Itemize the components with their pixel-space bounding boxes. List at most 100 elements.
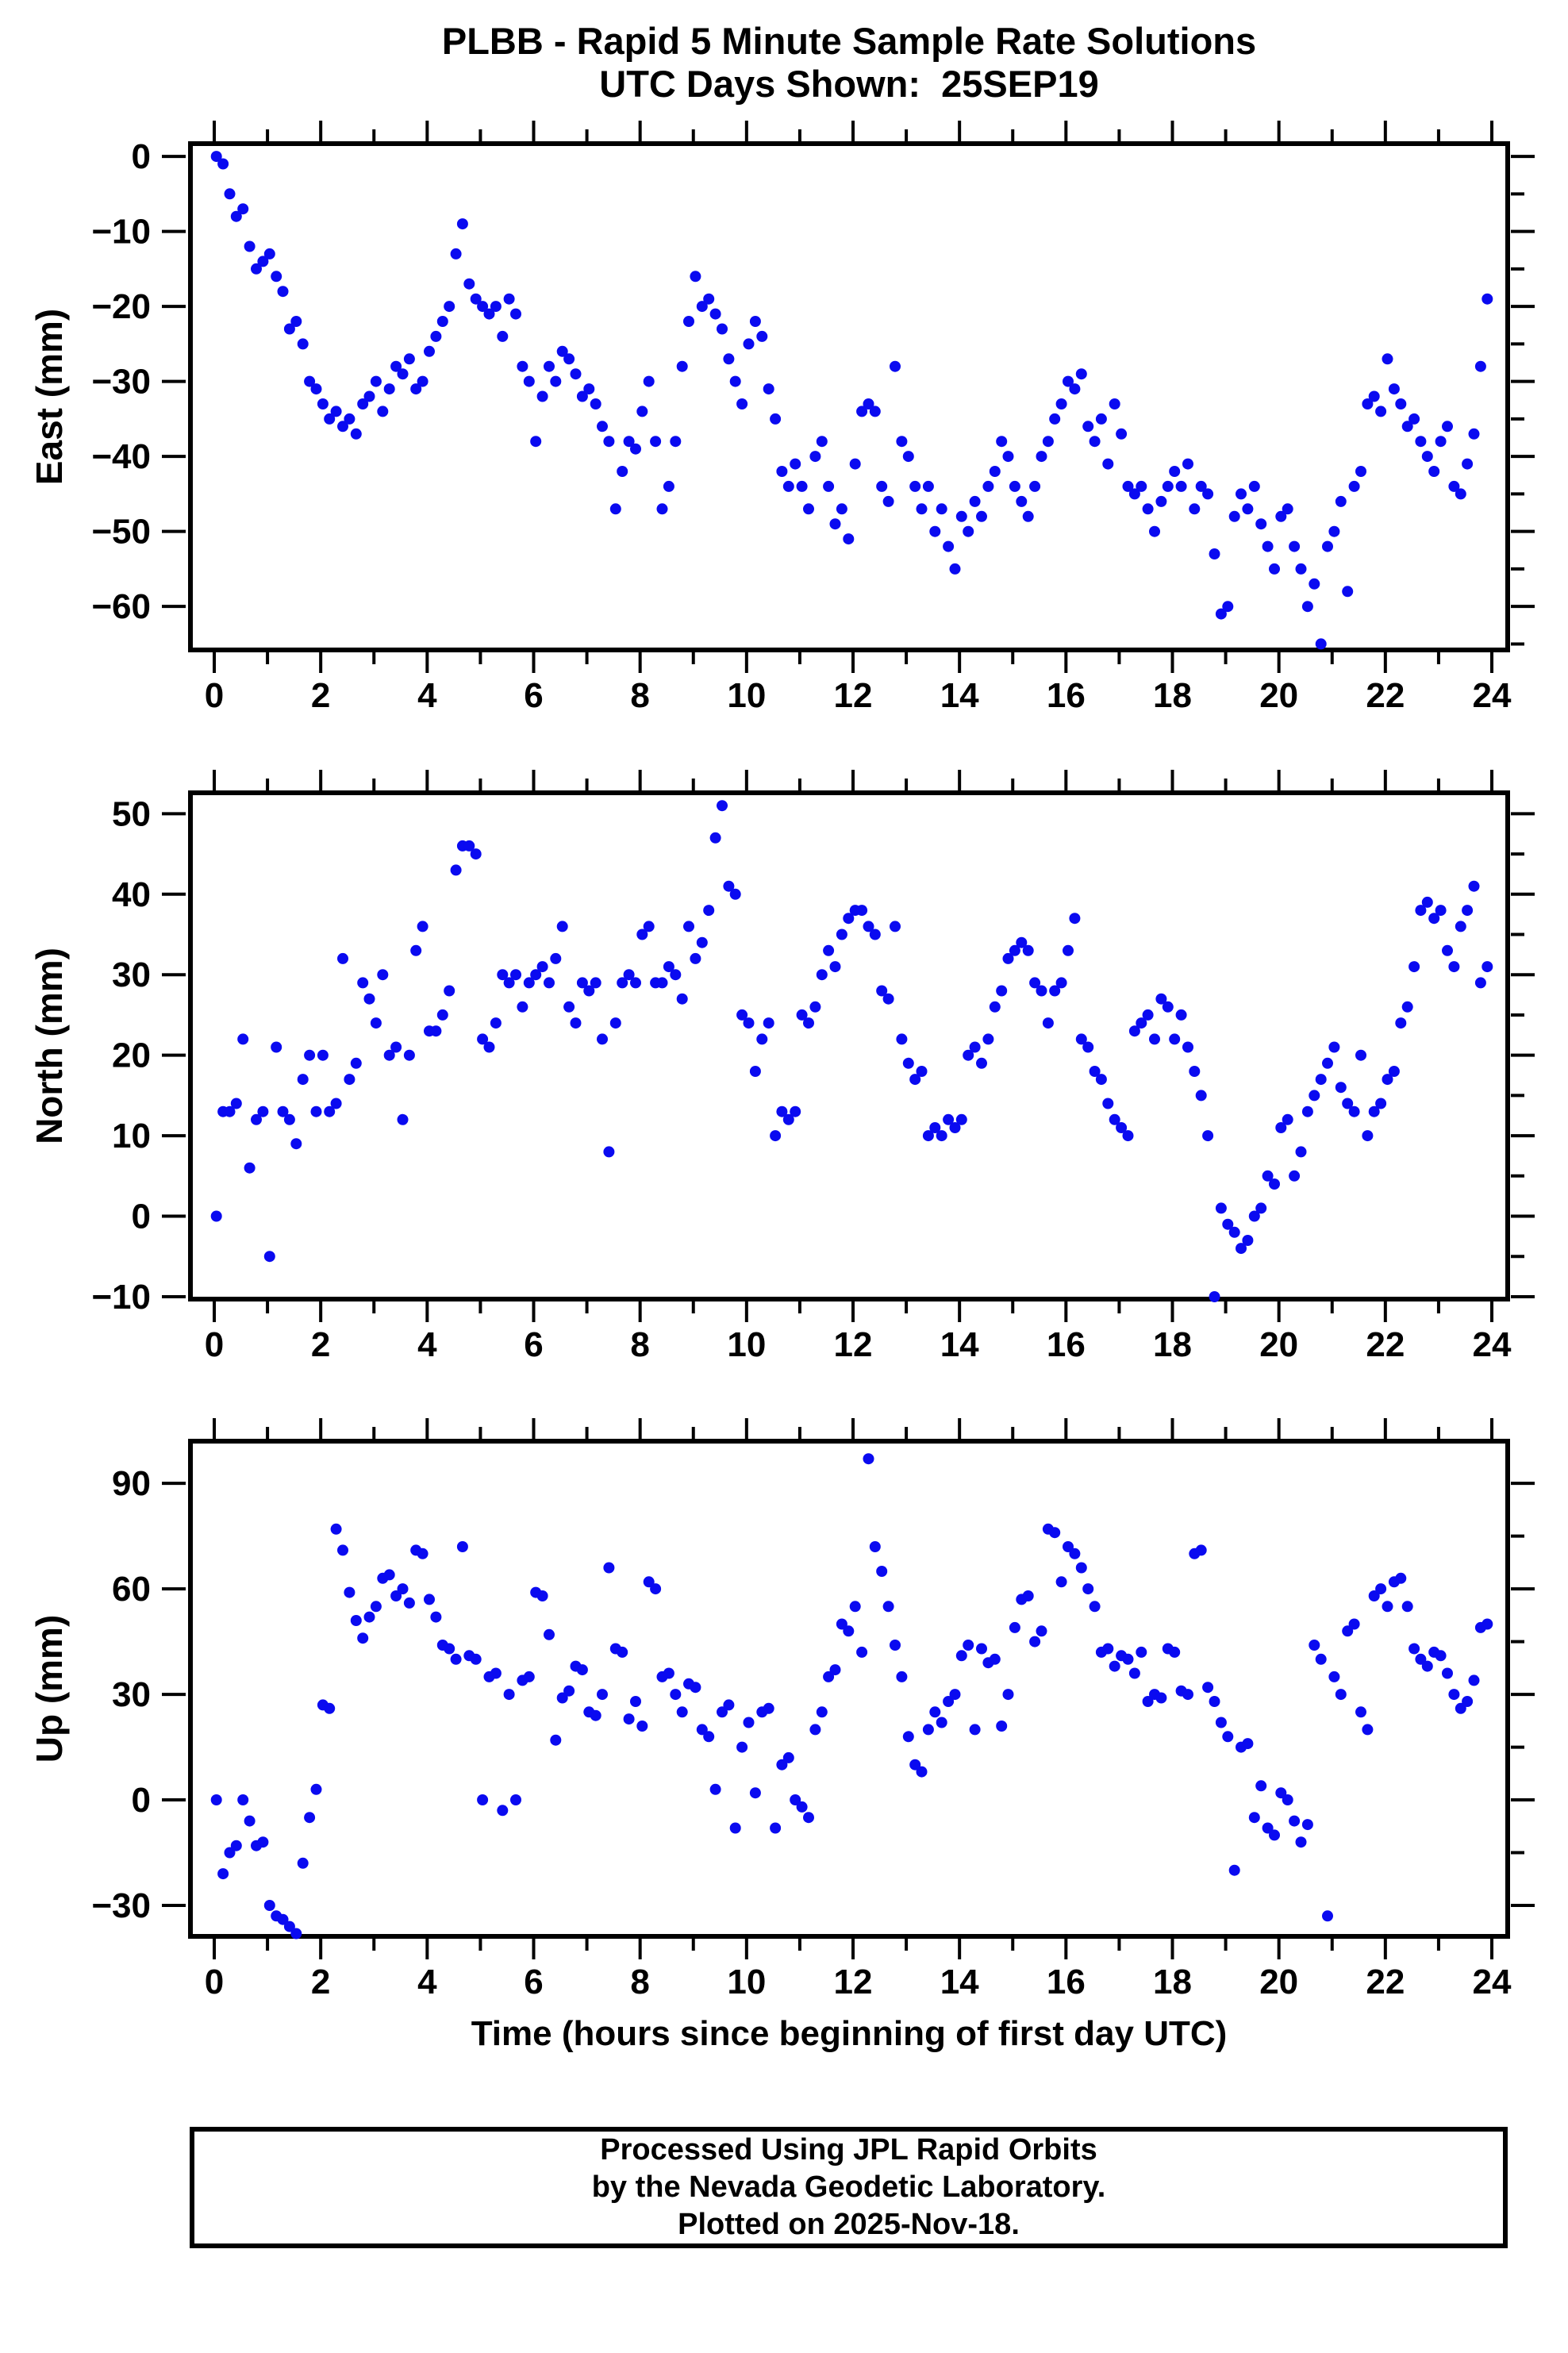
data-point — [717, 800, 728, 812]
data-point — [224, 1847, 236, 1859]
data-point — [683, 921, 694, 932]
data-point — [257, 1836, 269, 1848]
data-point — [1128, 1025, 1140, 1037]
data-point — [1248, 1812, 1260, 1824]
data-point — [1209, 1291, 1220, 1302]
data-point — [955, 510, 967, 522]
data-point — [623, 436, 635, 448]
data-point — [490, 1017, 502, 1029]
data-point — [244, 1815, 256, 1827]
data-point — [1482, 961, 1493, 973]
page-subtitle: UTC Days Shown: 25SEP19 — [599, 63, 1099, 105]
data-point — [896, 1671, 908, 1682]
data-point — [996, 1721, 1008, 1732]
data-point — [1209, 1696, 1220, 1707]
data-point — [237, 1794, 249, 1805]
data-point — [1409, 961, 1420, 973]
data-point — [623, 1713, 635, 1725]
panel-north: 0 2 4 6 8 10 12 14 16 18 20 22 2450403020100−10North… — [29, 770, 1535, 1364]
data-point — [410, 944, 422, 956]
data-point — [1328, 1041, 1340, 1053]
data-point — [1215, 1202, 1227, 1214]
data-point — [430, 1025, 442, 1037]
x-tick-label: 10 — [727, 676, 766, 715]
data-point — [1109, 1660, 1120, 1672]
x-tick-label: 22 — [1366, 1963, 1405, 2001]
data-point — [949, 1689, 961, 1701]
data-point — [703, 1731, 715, 1743]
data-point — [390, 1041, 402, 1053]
data-point — [1109, 1113, 1120, 1125]
data-point — [1455, 1702, 1466, 1714]
data-point — [1055, 977, 1067, 989]
data-point — [590, 398, 601, 409]
data-point — [1375, 1098, 1387, 1109]
data-point — [902, 451, 914, 463]
data-point — [1262, 1170, 1274, 1182]
x-tick-label: 22 — [1366, 1325, 1405, 1364]
data-point — [237, 203, 249, 215]
data-point — [943, 1113, 955, 1125]
data-point — [1401, 1601, 1413, 1613]
data-point — [816, 1706, 828, 1718]
data-point — [304, 1049, 316, 1061]
data-point — [1069, 1548, 1081, 1559]
x-tick-label: 18 — [1153, 676, 1192, 715]
data-point — [863, 398, 874, 409]
data-point — [856, 1646, 868, 1658]
data-point — [450, 248, 462, 260]
data-point — [929, 1706, 941, 1718]
data-point — [690, 271, 701, 283]
data-point — [497, 1805, 509, 1817]
data-point — [1262, 540, 1274, 552]
data-point — [1255, 518, 1267, 530]
data-point — [463, 840, 475, 852]
data-point — [743, 338, 755, 350]
data-point — [1462, 458, 1474, 470]
data-point — [955, 1113, 967, 1125]
data-point — [536, 961, 548, 973]
x-tick-label: 8 — [630, 1963, 649, 2001]
data-point — [430, 330, 442, 342]
x-tick-label: 2 — [311, 1325, 330, 1364]
data-point — [709, 832, 721, 844]
data-point — [676, 1706, 688, 1718]
data-point — [1195, 1090, 1207, 1102]
data-point — [1215, 608, 1227, 620]
data-point — [717, 323, 728, 335]
y-tick-label: 10 — [112, 1117, 151, 1155]
data-point — [763, 1702, 774, 1714]
data-point — [1342, 1625, 1354, 1637]
data-point — [696, 301, 708, 313]
data-point — [922, 480, 934, 492]
data-point — [436, 316, 448, 327]
data-point — [277, 1105, 289, 1117]
data-point — [1082, 1041, 1094, 1053]
data-point — [350, 1057, 362, 1069]
data-point — [1042, 436, 1054, 448]
data-point — [397, 1583, 409, 1595]
data-point — [1401, 1001, 1413, 1013]
data-point — [536, 390, 548, 402]
data-point — [1042, 1017, 1054, 1029]
data-point — [330, 1523, 342, 1535]
data-point — [390, 1590, 402, 1601]
data-point — [1442, 1667, 1453, 1679]
data-point — [823, 1671, 835, 1682]
x-tick-label: 6 — [524, 1325, 543, 1364]
data-point — [337, 1544, 348, 1556]
data-point — [630, 443, 641, 455]
data-point — [709, 1783, 721, 1795]
footer-line-1: Processed Using JPL Rapid Orbits — [600, 2133, 1097, 2167]
data-point — [876, 480, 888, 492]
x-tick-label: 4 — [417, 1325, 437, 1364]
data-point — [403, 1597, 415, 1609]
data-point — [670, 1689, 682, 1701]
data-point — [982, 480, 994, 492]
data-point — [1009, 1621, 1020, 1633]
data-point — [969, 495, 981, 507]
x-tick-label: 20 — [1259, 1963, 1298, 2001]
data-point — [1455, 921, 1466, 932]
data-point — [310, 383, 322, 395]
data-point — [1222, 1731, 1234, 1743]
